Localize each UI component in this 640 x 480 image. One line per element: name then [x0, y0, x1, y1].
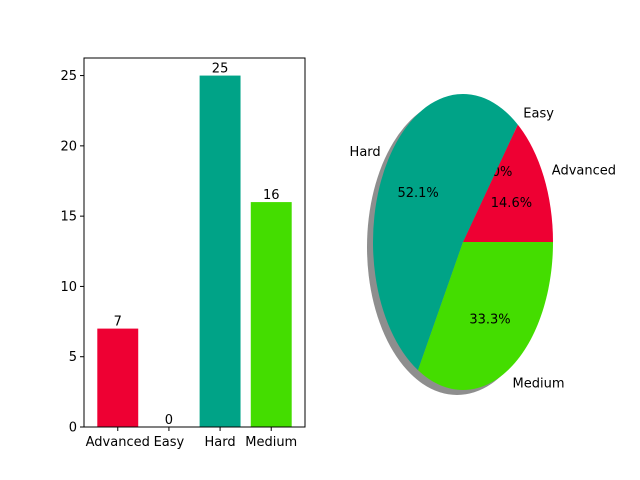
x-tick-label-easy: Easy — [154, 435, 185, 450]
pie-label-advanced: Advanced — [552, 163, 616, 178]
pie-slice-advanced — [463, 124, 553, 242]
pie-label-easy: Easy — [523, 106, 554, 121]
pie-percent-hard: 52.1% — [397, 186, 438, 201]
y-tick-label-10: 10 — [60, 280, 77, 295]
x-tick-label-medium: Medium — [245, 435, 297, 450]
pie-percent-advanced: 14.6% — [491, 196, 532, 211]
y-tick-label-0: 0 — [69, 421, 77, 436]
bar-advanced — [97, 328, 139, 427]
bar-chart: 7 Advanced 0 Easy 25 Hard 16 Medium 0 5 10 15 20 25 — [60, 57, 306, 450]
bar-value-label-easy: 0 — [165, 413, 173, 428]
pie-label-medium: Medium — [513, 376, 565, 391]
bar-axes-frame — [83, 57, 306, 428]
pie-label-hard: Hard — [350, 145, 381, 160]
pie-slice-hard — [372, 93, 518, 371]
bar-hard — [199, 75, 241, 428]
x-tick-label-advanced: Advanced — [86, 435, 150, 450]
bar-medium — [250, 202, 292, 427]
pie-percent-medium: 33.3% — [469, 312, 510, 327]
pie-slice-medium — [418, 242, 553, 390]
y-tick-label-15: 15 — [60, 210, 77, 225]
bar-value-label-hard: 25 — [212, 62, 229, 77]
x-tick-label-hard: Hard — [205, 435, 236, 450]
bar-value-label-advanced: 7 — [114, 315, 122, 330]
bar-value-label-medium: 16 — [263, 188, 280, 203]
y-tick-label-5: 5 — [69, 350, 77, 365]
y-tick-label-20: 20 — [60, 139, 77, 154]
y-tick-label-25: 25 — [60, 69, 77, 84]
pie-chart: Advanced14.6%Easy0.0%Hard52.1%Medium33.3… — [350, 93, 616, 395]
